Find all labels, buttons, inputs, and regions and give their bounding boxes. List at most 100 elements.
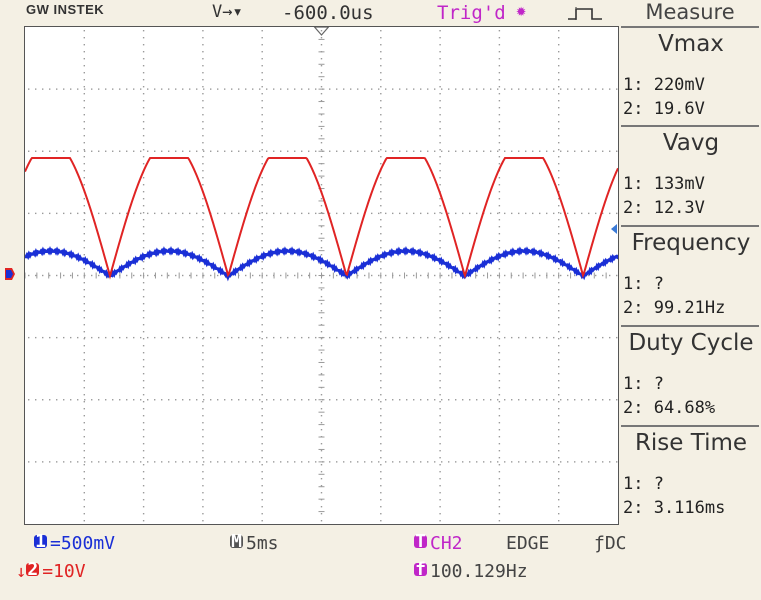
grid-dot <box>224 461 226 463</box>
trigger-source[interactable]: T CH2 <box>414 533 463 554</box>
grid-dot <box>476 274 478 277</box>
grid-dot <box>498 394 501 396</box>
grid-dot <box>558 226 560 228</box>
grid-dot <box>504 461 506 463</box>
grid-dot <box>574 336 576 339</box>
grid-dot <box>483 461 485 463</box>
grid-dot <box>413 461 415 463</box>
grid-dot <box>595 212 597 215</box>
grid-dot <box>609 274 611 277</box>
grid-dot <box>287 461 289 463</box>
grid-dot <box>320 128 323 130</box>
grid-dot <box>320 513 323 515</box>
grid-dot <box>261 177 263 179</box>
grid-dot <box>147 274 149 277</box>
grid-dot <box>380 338 382 340</box>
grid-dot <box>142 128 145 130</box>
grid-dot <box>142 121 145 123</box>
measure-item-vavg[interactable]: Vavg 1: 133mV 2: 12.3V <box>621 125 759 225</box>
grid-dot <box>498 513 501 515</box>
grid-dot <box>399 88 401 90</box>
grid-dot <box>83 359 85 361</box>
grid-dot <box>203 461 205 463</box>
grid-dot <box>42 150 44 152</box>
grid-dot <box>217 88 219 90</box>
grid-dot <box>83 149 85 151</box>
grid-dot <box>439 51 441 53</box>
grid-dot <box>202 499 204 501</box>
grid-dot <box>498 359 501 361</box>
grid-dot <box>261 387 263 389</box>
grid-dot <box>498 520 501 522</box>
grid-dot <box>380 114 382 116</box>
grid-dot <box>84 88 86 90</box>
measure-item-frequency[interactable]: Frequency 1: ? 2: 99.21Hz <box>621 225 759 325</box>
grid-dot <box>602 274 604 277</box>
grid-dot <box>252 336 254 339</box>
grid-dot <box>490 461 492 463</box>
timebase-setting[interactable]: M 5ms <box>230 533 279 554</box>
grid-dot <box>161 88 163 90</box>
grid-dot <box>224 399 226 401</box>
grid-dot <box>320 317 323 319</box>
grid-dot <box>558 338 560 340</box>
grid-dot <box>588 88 590 90</box>
measure-item-rise-time[interactable]: Rise Time 1: ? 2: 3.116ms <box>621 425 759 525</box>
measure-ch1-value: 1: ? <box>623 474 664 494</box>
grid-dot <box>406 399 408 401</box>
grid-dot <box>320 177 323 179</box>
grid-dot <box>261 114 263 116</box>
grid-dot <box>49 274 51 277</box>
grid-dot <box>126 212 128 215</box>
grid-dot <box>439 44 441 46</box>
grid-dot <box>70 212 72 215</box>
grid-dot <box>380 107 382 109</box>
grid-dot <box>380 289 382 291</box>
grid-dot <box>142 289 145 291</box>
grid-dot <box>142 30 145 32</box>
grid-dot <box>28 274 30 277</box>
grid-dot <box>497 88 499 90</box>
grid-dot <box>202 464 204 466</box>
grid-dot <box>498 261 501 263</box>
ch1-scale[interactable]: 1 =500mV <box>34 533 115 554</box>
grid-dot <box>105 399 107 401</box>
grid-dot <box>83 198 85 200</box>
trigger-type[interactable]: EDGE <box>506 533 550 554</box>
grid-dot <box>616 461 618 463</box>
grid-dot <box>439 268 441 270</box>
ch2-scale[interactable]: ↓2 =10V <box>16 561 86 583</box>
trigger-coupling[interactable]: ƒDC <box>594 533 627 554</box>
grid-dot <box>498 247 501 249</box>
grid-dot <box>261 219 263 221</box>
grid-dot <box>439 471 441 473</box>
ch2-waveform <box>25 157 618 280</box>
measure-item-duty-cycle[interactable]: Duty Cycle 1: ? 2: 64.68% <box>621 325 759 425</box>
grid-dot <box>315 461 317 463</box>
grid-dot <box>320 240 323 242</box>
grid-dot <box>439 240 441 242</box>
grid-dot <box>259 336 261 339</box>
grid-dot <box>147 399 149 401</box>
grid-dot <box>266 336 268 339</box>
measure-item-vmax[interactable]: Vmax 1: 220mV 2: 19.6V <box>621 26 759 126</box>
grid-dot <box>498 177 501 179</box>
grid-dot <box>35 461 37 463</box>
grid-dot <box>439 345 441 347</box>
grid-dot <box>142 478 145 480</box>
grid-dot <box>287 212 289 215</box>
grid-dot <box>380 387 382 389</box>
grid-dot <box>142 65 145 67</box>
frequency-badge: f <box>414 559 427 580</box>
grid-dot <box>380 191 382 193</box>
grid-dot <box>427 336 429 339</box>
ch1-ground-marker[interactable] <box>4 266 16 280</box>
grid-dot <box>380 135 382 137</box>
grid-dot <box>380 429 382 431</box>
grid-dot <box>498 478 501 480</box>
grid-dot <box>202 401 204 403</box>
grid-dot <box>142 394 145 396</box>
grid-dot <box>439 429 441 431</box>
grid-dot <box>70 461 72 463</box>
grid-dot <box>380 100 382 102</box>
